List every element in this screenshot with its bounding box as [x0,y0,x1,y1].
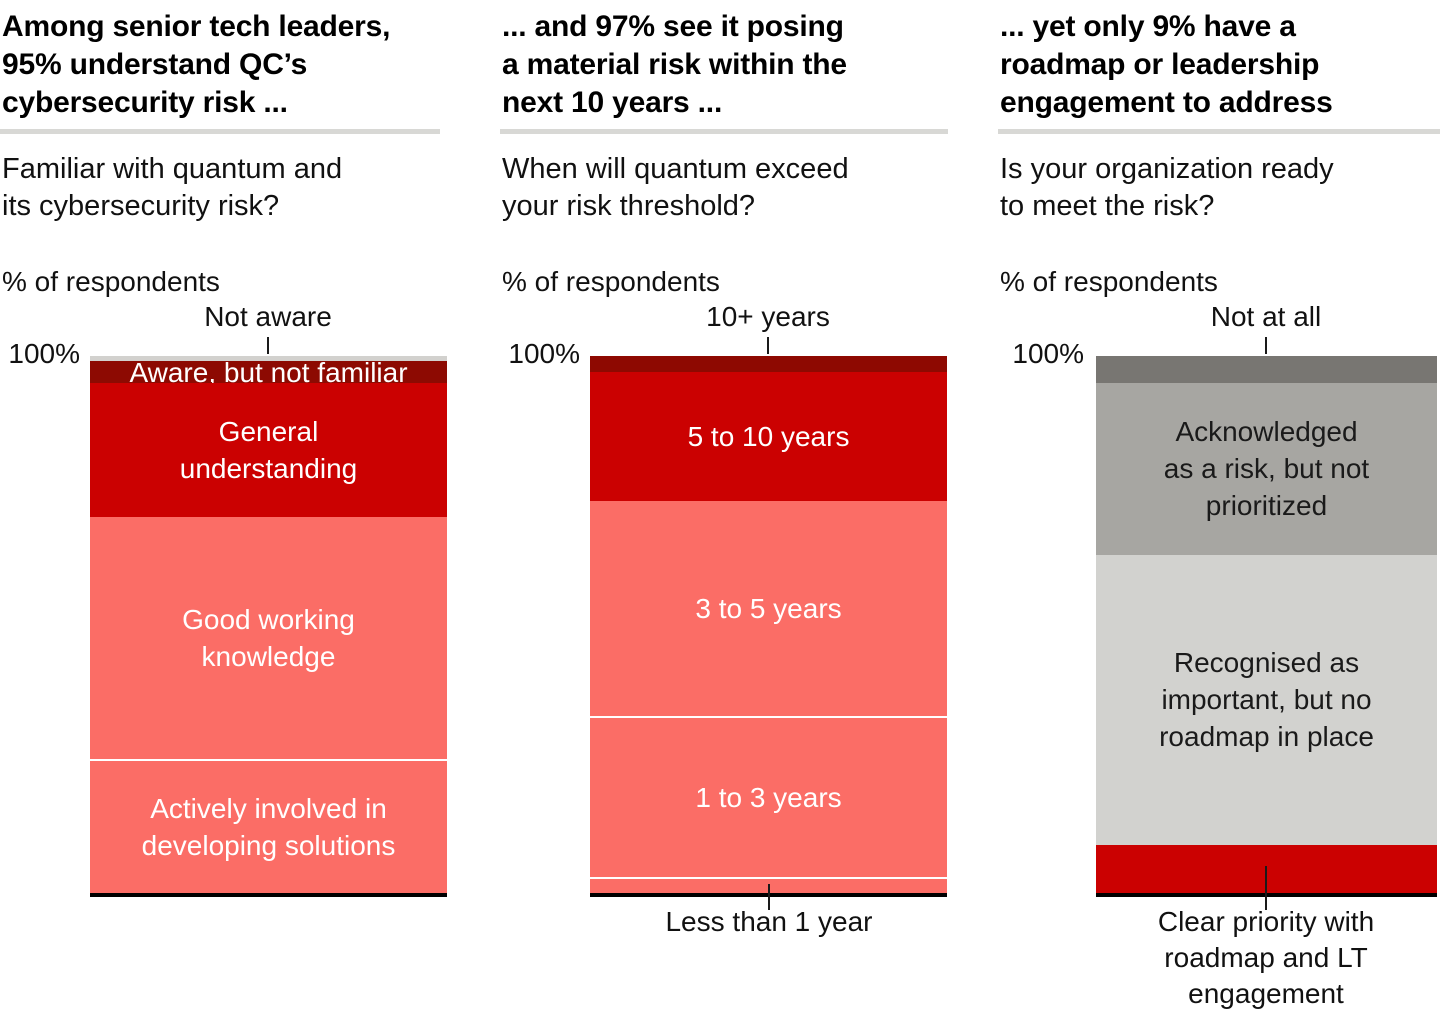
top-annotation-label: Not aware [204,301,332,332]
bar-segment: Acknowledged as a risk, but not prioriti… [1096,382,1437,555]
bar-segment: Actively involved in developing solution… [90,758,447,893]
bar-segment: 5 to 10 years [590,372,947,501]
chart-panel-familiarity: Among senior tech leaders, 95% understan… [0,0,447,1013]
panel-question: Familiar with quantum and its cybersecur… [2,153,343,222]
top-annotation-label: 10+ years [706,301,830,332]
bar-segment-label: Recognised as important, but no roadmap … [1159,647,1374,753]
stacked-bar: 5 to 10 years 3 to 5 years 1 to 3 years [590,356,947,893]
panel-question: Is your organization ready to meet the r… [1000,153,1334,222]
bar-segment: General understanding [90,382,447,518]
chart-panel-risk-timeline: ... and 97% see it posing a material ris… [500,0,948,1013]
title-divider [0,129,440,134]
bar-segment [590,356,947,373]
annotation-tick [267,337,269,354]
bottom-annotation-label: Less than 1 year [665,906,873,937]
bar-segment [1096,356,1437,383]
axis-unit-label: % of respondents [502,266,720,297]
panel-question: When will quantum exceed your risk thres… [502,153,849,222]
stacked-bar: Acknowledged as a risk, but not prioriti… [1096,356,1437,893]
bottom-annotation-label: Clear priority with roadmap and LT engag… [1157,906,1375,1009]
axis-baseline [90,893,447,897]
title-divider [500,129,948,134]
axis-unit-label: % of respondents [2,266,220,297]
bar-segment [90,356,447,362]
bar-segment-label: 1 to 3 years [695,781,842,813]
title-divider [998,129,1440,134]
annotation-tick [1265,337,1267,354]
annotation-tick [1265,866,1267,910]
bar-segment: 1 to 3 years [590,715,947,877]
bar-segment-label: Aware, but not familiar [129,356,408,388]
annotation-tick [767,337,769,354]
bar-segment: Aware, but not familiar [90,357,447,388]
bar-segment-label: 3 to 5 years [695,592,842,624]
panel-title: ... yet only 9% have a roadmap or leader… [1000,10,1333,119]
bar-segment: Good working knowledge [90,517,447,759]
bar-segment-label: Acknowledged as a risk, but not prioriti… [1163,416,1370,522]
bar-segment: Recognised as important, but no roadmap … [1096,554,1437,845]
bar-segment-label: Actively involved in developing solution… [141,792,396,861]
bar-segment: 3 to 5 years [590,500,947,716]
axis-100-label: 100% [8,338,80,369]
stacked-bar: Aware, but not familiar General understan… [90,356,447,893]
bar-segment-label: Good working knowledge [182,603,355,672]
chart-panel-readiness: ... yet only 9% have a roadmap or leader… [998,0,1440,1013]
panel-title: Among senior tech leaders, 95% understan… [2,10,391,119]
axis-unit-label: % of respondents [1000,266,1218,297]
axis-100-label: 100% [508,338,580,369]
annotation-tick [768,884,770,910]
top-annotation-label: Not at all [1210,301,1322,332]
panel-title: ... and 97% see it posing a material ris… [502,10,847,119]
axis-100-label: 100% [1012,338,1084,369]
bar-segment-label: General understanding [179,415,358,484]
bar-segment-label: 5 to 10 years [687,421,850,453]
